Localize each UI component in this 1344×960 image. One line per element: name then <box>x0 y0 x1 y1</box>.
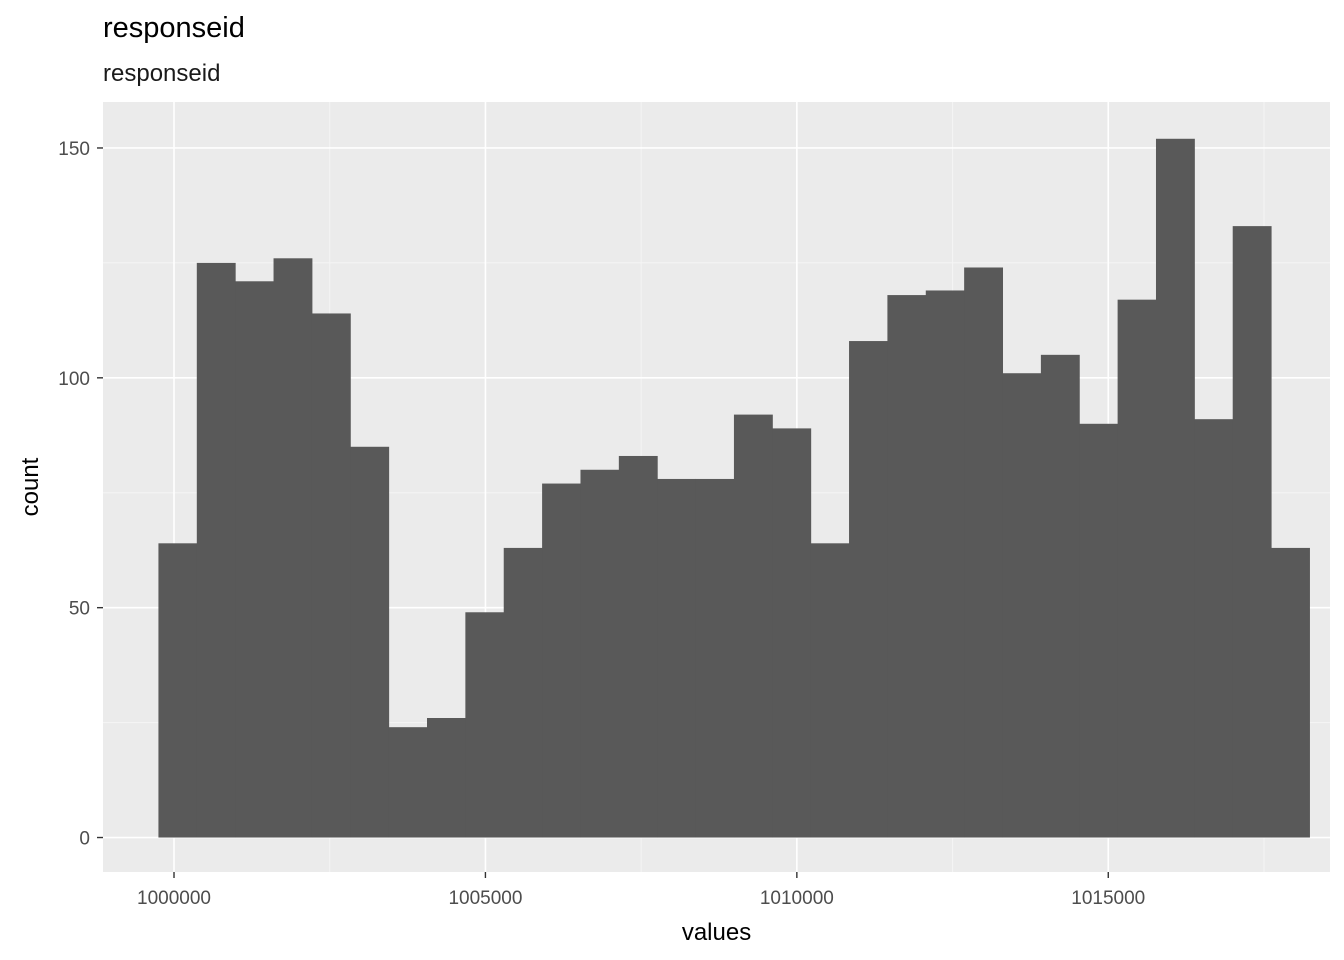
histogram-bar <box>1002 373 1042 838</box>
chart-title: responseid <box>103 12 245 44</box>
histogram-bar <box>618 455 658 838</box>
histogram-bar <box>1040 354 1080 838</box>
chart-subtitle: responseid <box>103 60 221 87</box>
histogram-bar <box>465 612 505 838</box>
y-axis: 0 50 100 150 <box>58 139 103 850</box>
histogram-bar <box>887 295 927 838</box>
histogram-bar <box>503 547 543 838</box>
histogram-bar <box>1079 423 1119 838</box>
histogram-bar <box>733 414 773 838</box>
x-tick-label: 1015000 <box>1071 888 1145 909</box>
histogram-bar <box>772 428 812 838</box>
y-tick-label: 50 <box>69 599 90 620</box>
histogram-bar <box>1117 299 1157 838</box>
x-tick-label: 1000000 <box>137 888 211 909</box>
x-axis: 1000000 1005000 1010000 1015000 <box>137 872 1145 909</box>
histogram-bar <box>810 543 850 838</box>
histogram-bar <box>1155 138 1195 838</box>
y-tick-label: 0 <box>79 829 90 850</box>
histogram-bar <box>925 290 965 838</box>
histogram-bar <box>158 543 198 838</box>
histogram-bar <box>542 483 581 838</box>
histogram-bars <box>158 138 1310 838</box>
histogram-bar <box>695 478 735 838</box>
x-tick-label: 1010000 <box>760 888 834 909</box>
histogram-bar <box>311 313 351 838</box>
y-tick-label: 150 <box>58 139 90 160</box>
histogram-bar <box>1194 419 1234 838</box>
histogram-bar <box>657 478 697 838</box>
histogram-bar <box>196 262 236 838</box>
histogram-bar <box>1232 226 1272 838</box>
histogram-bar <box>427 718 466 838</box>
histogram-bar <box>235 281 275 838</box>
histogram-bar <box>849 341 888 838</box>
histogram-bar <box>1271 547 1310 838</box>
histogram-bar <box>350 446 390 838</box>
y-tick-label: 100 <box>58 369 90 390</box>
x-tick-label: 1005000 <box>448 888 522 909</box>
histogram-bar <box>273 258 313 838</box>
histogram-bar <box>580 469 620 838</box>
histogram-bar <box>964 267 1004 838</box>
y-axis-title: count <box>17 457 44 516</box>
x-axis-title: values <box>682 919 751 946</box>
histogram-bar <box>388 727 428 838</box>
